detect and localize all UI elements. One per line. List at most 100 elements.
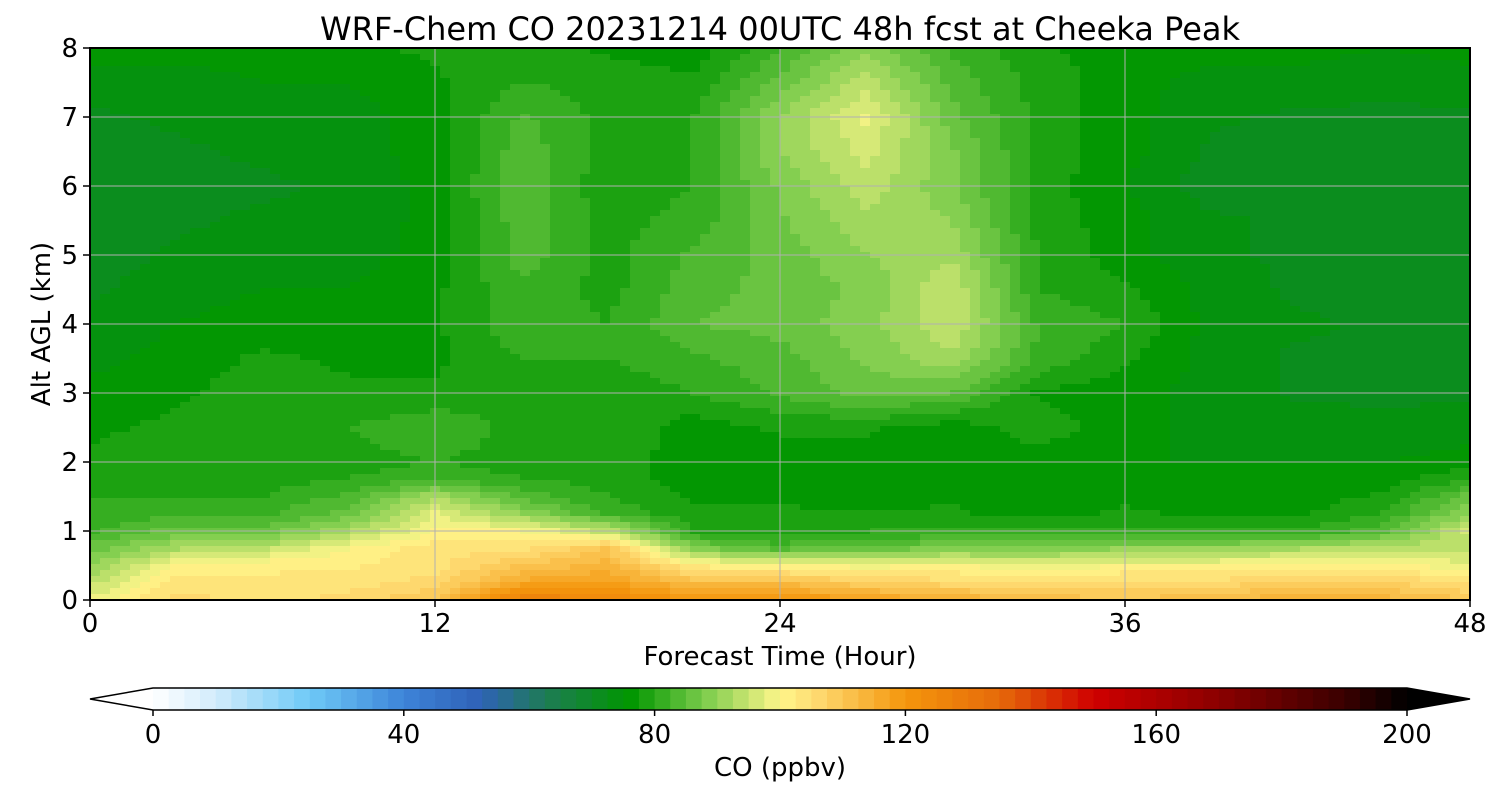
heatmap-cell bbox=[800, 60, 811, 67]
heatmap-cell bbox=[210, 162, 221, 169]
heatmap-cell bbox=[500, 66, 511, 73]
heatmap-cell bbox=[1030, 204, 1041, 211]
heatmap-cell bbox=[1020, 156, 1031, 163]
heatmap-cell bbox=[1110, 240, 1121, 247]
heatmap-cell bbox=[1220, 210, 1231, 217]
heatmap-cell bbox=[230, 126, 241, 133]
heatmap-cell bbox=[650, 228, 661, 235]
heatmap-cell bbox=[720, 234, 731, 241]
heatmap-cell bbox=[460, 144, 471, 151]
heatmap-cell bbox=[1370, 204, 1381, 211]
heatmap-cell bbox=[520, 102, 531, 109]
heatmap-cell bbox=[120, 168, 131, 175]
heatmap-cell bbox=[1180, 108, 1191, 115]
heatmap-cell bbox=[1310, 210, 1321, 217]
heatmap-cell bbox=[960, 78, 971, 85]
heatmap-cell bbox=[810, 258, 821, 265]
heatmap-cell bbox=[270, 258, 281, 265]
heatmap-cell bbox=[100, 156, 111, 163]
heatmap-cell bbox=[810, 96, 821, 103]
heatmap-cell bbox=[340, 108, 351, 115]
heatmap-cell bbox=[1320, 168, 1331, 175]
heatmap-cell bbox=[180, 162, 191, 169]
heatmap-cell bbox=[590, 54, 601, 61]
heatmap-cell bbox=[920, 66, 931, 73]
heatmap-cell bbox=[770, 186, 781, 193]
heatmap-cell bbox=[900, 48, 911, 55]
heatmap-cell bbox=[270, 60, 281, 67]
heatmap-cell bbox=[590, 60, 601, 67]
heatmap-cell bbox=[870, 72, 881, 79]
heatmap-cell bbox=[190, 54, 201, 61]
heatmap-cell bbox=[310, 90, 321, 97]
heatmap-cell bbox=[610, 234, 621, 241]
heatmap-cell bbox=[380, 222, 391, 229]
heatmap-cell bbox=[330, 216, 341, 223]
heatmap-cell bbox=[440, 126, 451, 133]
heatmap-cell bbox=[1280, 228, 1291, 235]
heatmap-cell bbox=[310, 234, 321, 241]
heatmap-cell bbox=[1460, 234, 1471, 241]
heatmap-cell bbox=[900, 60, 911, 67]
heatmap-cell bbox=[740, 132, 751, 139]
heatmap-cell bbox=[1200, 78, 1211, 85]
heatmap-cell bbox=[1420, 216, 1431, 223]
heatmap-cell bbox=[750, 216, 761, 223]
heatmap-cell bbox=[1270, 174, 1281, 181]
heatmap-cell bbox=[950, 198, 961, 205]
heatmap-cell bbox=[890, 60, 901, 67]
heatmap-cell bbox=[1030, 84, 1041, 91]
heatmap-cell bbox=[860, 144, 871, 151]
heatmap-cell bbox=[1040, 120, 1051, 127]
heatmap-cell bbox=[900, 174, 911, 181]
heatmap-cell bbox=[1380, 54, 1391, 61]
heatmap-cell bbox=[490, 108, 501, 115]
heatmap-cell bbox=[1020, 60, 1031, 67]
heatmap-cell bbox=[1090, 96, 1101, 103]
heatmap-cell bbox=[790, 84, 801, 91]
heatmap-cell bbox=[250, 84, 261, 91]
heatmap-cell bbox=[760, 162, 771, 169]
heatmap-cell bbox=[520, 168, 531, 175]
heatmap-cell bbox=[640, 102, 651, 109]
heatmap-cell bbox=[740, 216, 751, 223]
heatmap-cell bbox=[910, 180, 921, 187]
heatmap-cell bbox=[410, 120, 421, 127]
heatmap-cell bbox=[1360, 240, 1371, 247]
heatmap-cell bbox=[1250, 168, 1261, 175]
heatmap-cell bbox=[100, 216, 111, 223]
heatmap-cell bbox=[1060, 216, 1071, 223]
heatmap-cell bbox=[1150, 150, 1161, 157]
heatmap-cell bbox=[1420, 228, 1431, 235]
heatmap-cell bbox=[550, 186, 561, 193]
heatmap-cell bbox=[810, 78, 821, 85]
heatmap-cell bbox=[390, 60, 401, 67]
heatmap-cell bbox=[1220, 126, 1231, 133]
heatmap-cell bbox=[1030, 66, 1041, 73]
heatmap-cell bbox=[480, 240, 491, 247]
heatmap-cell bbox=[530, 198, 541, 205]
heatmap-cell bbox=[1080, 168, 1091, 175]
heatmap-cell bbox=[1030, 228, 1041, 235]
heatmap-cell bbox=[1370, 60, 1381, 67]
heatmap-cell bbox=[140, 192, 151, 199]
heatmap-cell bbox=[1150, 180, 1161, 187]
heatmap-cell bbox=[670, 144, 681, 151]
heatmap-cell bbox=[920, 240, 931, 247]
heatmap-cell bbox=[1080, 216, 1091, 223]
heatmap-cell bbox=[1240, 204, 1251, 211]
heatmap-cell bbox=[1140, 162, 1151, 169]
heatmap-cell bbox=[1460, 132, 1471, 139]
heatmap-cell bbox=[1240, 180, 1251, 187]
heatmap-cell bbox=[450, 144, 461, 151]
heatmap-cell bbox=[390, 156, 401, 163]
heatmap-cell bbox=[1370, 240, 1381, 247]
heatmap-cell bbox=[560, 168, 571, 175]
heatmap-cell bbox=[310, 60, 321, 67]
heatmap-cell bbox=[810, 120, 821, 127]
heatmap-cell bbox=[460, 192, 471, 199]
heatmap-cell bbox=[560, 210, 571, 217]
heatmap-cell bbox=[680, 54, 691, 61]
heatmap-cell bbox=[1180, 228, 1191, 235]
heatmap-cell bbox=[140, 174, 151, 181]
